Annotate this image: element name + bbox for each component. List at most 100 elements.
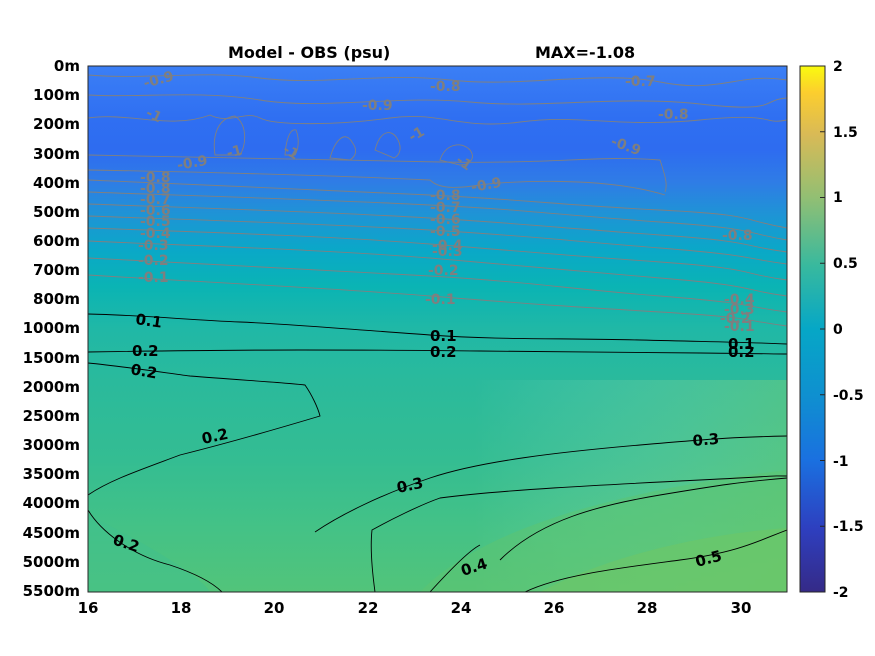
contour-label: -0.2: [428, 263, 459, 279]
colorbar-ticks: [820, 65, 825, 593]
chart-title: Model - OBS (psu): [228, 43, 390, 62]
colorbar: 2 1.5 1 0.5 0 -0.5 -1 -1.5 -2: [799, 59, 864, 601]
contour-line: [88, 179, 787, 229]
contour-line: [88, 509, 223, 592]
y-tick-label: 600m: [33, 232, 80, 250]
colorbar-gradient: [799, 65, 826, 593]
y-tick-label: 700m: [33, 261, 80, 279]
contour-label: 0.1: [134, 310, 163, 332]
contour-label: 0.3: [692, 430, 720, 450]
contour-label: -0.5: [140, 214, 171, 230]
contour-label: 0.2: [132, 342, 159, 360]
contour-label: 0.2: [200, 425, 230, 448]
contour-label: 0.1: [430, 327, 457, 345]
contour-label: -0.9: [142, 68, 176, 91]
field-mid-patch: [88, 515, 210, 592]
y-tick-label: 400m: [33, 174, 80, 192]
contour-label: 0.2: [430, 343, 457, 361]
contour-label: -0.4: [140, 226, 171, 242]
contour-label: -0.6: [140, 203, 171, 219]
contour-label: 0.2: [129, 360, 158, 382]
contour-line: [314, 435, 787, 533]
contour-label: -0.7: [140, 192, 171, 208]
contour-label: -0.4: [432, 238, 463, 254]
grey-contours: [88, 74, 787, 327]
y-tick-label: 5000m: [23, 553, 80, 571]
contour-label: -0.4: [724, 292, 755, 308]
contour-label: -0.8: [430, 79, 461, 95]
contour-label: -0.8: [140, 181, 171, 197]
y-tick-label: 0m: [54, 57, 80, 75]
contour-label: -0.9: [362, 98, 393, 114]
y-tick-label: 500m: [33, 203, 80, 221]
contour-label: -1: [280, 142, 301, 164]
contour-label: -0.2: [138, 253, 169, 269]
contour-label: -0.8: [140, 170, 171, 186]
contour-label: -0.9: [176, 153, 209, 174]
contour-label: -1: [225, 142, 244, 161]
field-layer: [88, 66, 787, 592]
y-tick-label: 800m: [33, 290, 80, 308]
contour-label: -0.7: [430, 200, 461, 216]
contour-line: [499, 477, 787, 561]
contour-label: -0.1: [425, 292, 456, 308]
y-tick-label: 1500m: [23, 349, 80, 367]
contour-label: -0.1: [724, 319, 755, 335]
y-tick-label: 3500m: [23, 465, 80, 483]
contour-label: -0.8: [722, 228, 753, 244]
colorbar-tick-label: -1.5: [833, 519, 864, 535]
contour-label: -0.9: [470, 175, 503, 196]
contour-line: [88, 313, 787, 345]
x-tick-label: 22: [358, 599, 379, 617]
contour-label: -1: [143, 105, 164, 126]
contour-label: -0.3: [138, 238, 169, 254]
contour-label: -0.5: [430, 224, 461, 240]
contour-line: [88, 114, 787, 125]
contour-line: [374, 132, 401, 159]
colorbar-tick-label: 0: [833, 322, 843, 338]
y-tick-label: 300m: [33, 145, 80, 163]
colorbar-tick-label: -0.5: [833, 388, 864, 404]
contour-label: 0.3: [395, 474, 425, 497]
colorbar-tick-label: 2: [833, 59, 843, 75]
contour-line: [88, 154, 667, 193]
contour-line: [88, 203, 787, 253]
contour-line: [88, 191, 787, 241]
colorbar-tick-label: 1.5: [833, 125, 858, 141]
colorbar-tick-label: 0.5: [833, 256, 858, 272]
contour-label: -0.6: [430, 212, 461, 228]
contour-label: -0.8: [658, 107, 689, 123]
contour-label: 0.1: [728, 335, 755, 353]
y-tick-label: 100m: [33, 86, 80, 104]
y-tick-label: 200m: [33, 115, 80, 133]
contour-line: [524, 529, 787, 592]
contour-line: [88, 94, 787, 108]
field-deep-patch: [540, 528, 787, 592]
contour-label: -0.1: [138, 270, 169, 286]
y-tick-label: 2000m: [23, 378, 80, 396]
contour-label: -1: [406, 124, 427, 146]
x-axis: 16 18 20 22 24 26 28 30: [78, 599, 752, 617]
x-tick-label: 28: [637, 599, 658, 617]
colorbar-tick-label: 1: [833, 190, 843, 206]
contour-label: -0.2: [720, 311, 751, 327]
y-tick-label: 5500m: [23, 582, 80, 600]
x-tick-label: 24: [451, 599, 472, 617]
contour-line: [370, 475, 787, 592]
contour-line: [88, 169, 666, 196]
x-tick-label: 26: [544, 599, 565, 617]
contour-line: [88, 257, 787, 313]
contour-line: [329, 136, 357, 161]
y-tick-label: 4500m: [23, 524, 80, 542]
contour-line: [88, 227, 787, 281]
contour-line: [88, 215, 787, 265]
contour-line: [88, 274, 787, 327]
y-tick-label: 3000m: [23, 436, 80, 454]
colorbar-tick-label: -2: [833, 585, 849, 601]
colorbar-tick-label: -1: [833, 454, 849, 470]
contour-label: -1: [453, 152, 475, 174]
contour-label: -0.7: [625, 74, 656, 90]
contour-line: [88, 74, 787, 87]
contour-label: -0.3: [724, 302, 755, 318]
